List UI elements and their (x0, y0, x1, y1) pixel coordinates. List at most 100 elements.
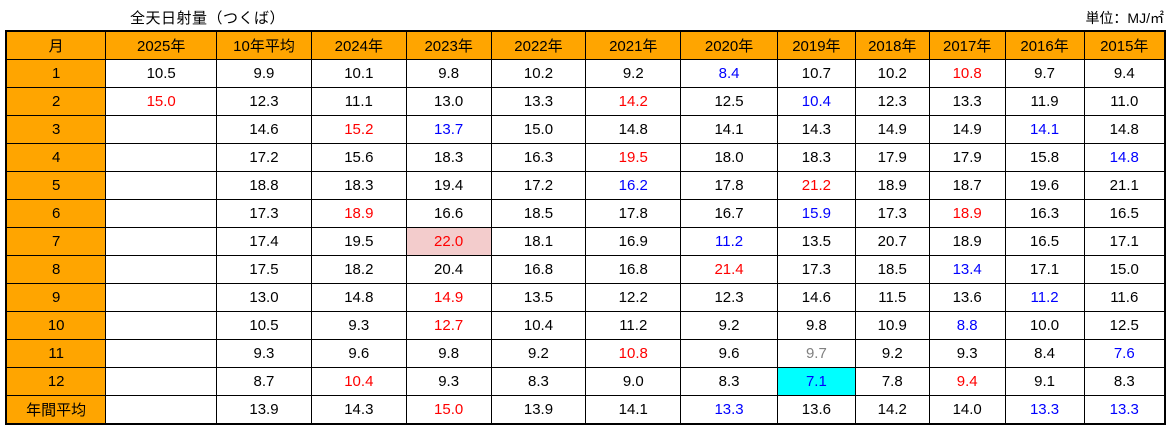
data-cell: 12.2 (585, 283, 682, 312)
data-cell: 18.9 (310, 199, 407, 228)
table-row: 4 17.2 15.6 18.3 16.3 19.5 18.0 18.3 17.9 17.9 15.… (5, 143, 1166, 172)
data-cell: 18.2 (310, 255, 407, 284)
data-cell: 20.7 (854, 227, 930, 256)
data-cell: 9.2 (680, 311, 778, 340)
data-cell: 17.9 (854, 143, 930, 172)
column-header-7: 2020年 (680, 30, 778, 60)
data-cell: 12.5 (680, 87, 778, 116)
data-cell: 8.3 (1083, 367, 1166, 396)
data-cell: 16.5 (1004, 227, 1085, 256)
data-cell: 14.6 (216, 115, 312, 144)
data-cell: 18.9 (928, 227, 1006, 256)
data-cell: 14.2 (585, 87, 682, 116)
data-cell: 15.6 (310, 143, 407, 172)
data-cell: 9.3 (405, 367, 492, 396)
table-row: 2 15.0 12.3 11.1 13.0 13.3 14.2 12.5 10.4 12.3 13.… (5, 87, 1166, 116)
row-label: 2 (5, 87, 107, 116)
data-cell: 8.3 (490, 367, 587, 396)
data-cell (105, 311, 218, 340)
data-cell: 10.1 (310, 59, 407, 88)
table-row: 11 9.3 9.6 9.8 9.2 10.8 9.6 9.7 9.2 9.3 8.4 7.6 (5, 339, 1166, 368)
data-cell: 15.9 (776, 199, 856, 228)
data-cell (105, 199, 218, 228)
row-label: 11 (5, 339, 107, 368)
data-cell: 9.3 (310, 311, 407, 340)
data-cell: 14.0 (928, 395, 1006, 425)
data-cell: 13.9 (216, 395, 312, 425)
data-cell: 10.4 (776, 87, 856, 116)
data-cell: 9.8 (776, 311, 856, 340)
data-cell: 14.9 (854, 115, 930, 144)
table-row: 5 18.8 18.3 19.4 17.2 16.2 17.8 21.2 18.9 18.7 19.… (5, 171, 1166, 200)
data-cell: 18.9 (928, 199, 1006, 228)
data-cell: 15.0 (405, 395, 492, 425)
data-cell: 14.2 (854, 395, 930, 425)
data-cell (105, 115, 218, 144)
data-cell: 19.4 (405, 171, 492, 200)
data-cell: 8.4 (680, 59, 778, 88)
data-cell: 8.8 (928, 311, 1006, 340)
data-cell: 9.4 (1083, 59, 1166, 88)
data-cell: 10.4 (490, 311, 587, 340)
data-cell: 13.9 (490, 395, 587, 425)
column-header-11: 2016年 (1004, 30, 1085, 60)
data-cell: 21.2 (776, 171, 856, 200)
data-cell: 14.8 (310, 283, 407, 312)
data-cell: 14.8 (1083, 115, 1166, 144)
column-header-3: 2024年 (310, 30, 407, 60)
data-cell: 9.9 (216, 59, 312, 88)
row-label: 10 (5, 311, 107, 340)
data-cell (105, 227, 218, 256)
data-cell: 14.3 (310, 395, 407, 425)
data-cell: 9.7 (776, 339, 856, 368)
data-cell: 17.5 (216, 255, 312, 284)
data-cell: 17.8 (680, 171, 778, 200)
data-cell: 21.1 (1083, 171, 1166, 200)
column-header-9: 2018年 (854, 30, 930, 60)
data-cell: 17.9 (928, 143, 1006, 172)
table-row: 年間平均 13.9 14.3 15.0 13.9 14.1 13.3 13.6 14.2 14.0… (5, 395, 1166, 425)
row-label: 1 (5, 59, 107, 88)
data-cell: 17.1 (1083, 227, 1166, 256)
data-cell: 15.0 (490, 115, 587, 144)
data-cell: 17.3 (216, 199, 312, 228)
data-cell: 9.2 (490, 339, 587, 368)
data-cell: 13.6 (776, 395, 856, 425)
data-cell: 12.3 (216, 87, 312, 116)
data-cell: 16.8 (490, 255, 587, 284)
data-cell: 18.5 (854, 255, 930, 284)
data-cell: 10.0 (1004, 311, 1085, 340)
column-header-2: 10年平均 (216, 30, 312, 60)
data-cell: 10.5 (216, 311, 312, 340)
data-cell: 18.5 (490, 199, 587, 228)
table-row: 9 13.0 14.8 14.9 13.5 12.2 12.3 14.6 11.5 13.6 11.… (5, 283, 1166, 312)
data-cell: 22.0 (405, 227, 492, 256)
data-cell: 9.3 (216, 339, 312, 368)
data-cell: 9.2 (585, 59, 682, 88)
data-cell: 16.3 (1004, 199, 1085, 228)
data-cell: 10.2 (854, 59, 930, 88)
data-cell: 18.9 (854, 171, 930, 200)
data-cell: 14.9 (928, 115, 1006, 144)
data-cell: 19.6 (1004, 171, 1085, 200)
data-cell: 12.5 (1083, 311, 1166, 340)
data-cell (105, 283, 218, 312)
data-cell: 10.7 (776, 59, 856, 88)
table-row: 10 10.5 9.3 12.7 10.4 11.2 9.2 9.8 10.9 8.8 10.0 12… (5, 311, 1166, 340)
data-cell (105, 395, 218, 425)
data-cell: 15.2 (310, 115, 407, 144)
data-cell: 18.8 (216, 171, 312, 200)
data-cell: 16.2 (585, 171, 682, 200)
table-row: 12 8.7 10.4 9.3 8.3 9.0 8.3 7.1 7.8 9.4 9.1 8.3 (5, 367, 1166, 396)
data-cell: 13.6 (928, 283, 1006, 312)
data-cell: 16.7 (680, 199, 778, 228)
data-cell: 11.2 (1004, 283, 1085, 312)
data-cell: 14.8 (1083, 143, 1166, 172)
data-cell: 14.9 (405, 283, 492, 312)
data-cell: 17.3 (854, 199, 930, 228)
data-cell: 13.4 (928, 255, 1006, 284)
column-header-1: 2025年 (105, 30, 218, 60)
data-cell: 10.8 (585, 339, 682, 368)
data-cell: 13.3 (680, 395, 778, 425)
row-label: 3 (5, 115, 107, 144)
